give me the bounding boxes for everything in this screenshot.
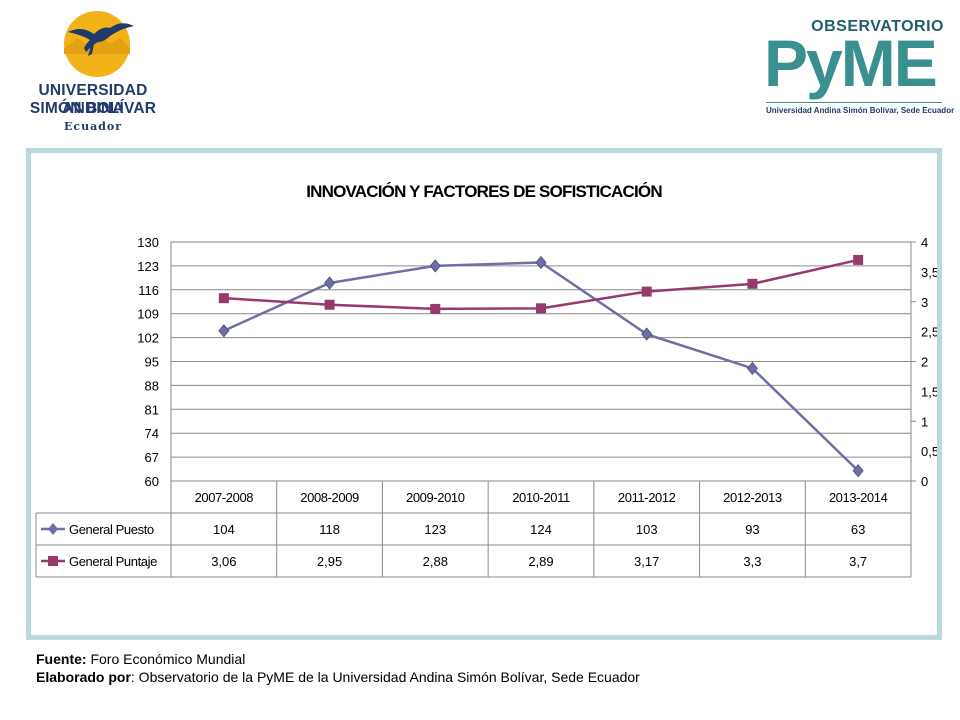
data-table-value: 2,95 [317, 554, 342, 569]
data-point-square [747, 278, 758, 289]
data-point-square [853, 254, 864, 265]
uasb-name-line2: SIMÓN BOLÍVAR [29, 100, 157, 117]
legend-marker-diamond [48, 523, 58, 535]
data-point-diamond [852, 464, 864, 478]
x-tick-label: 2013-2014 [829, 490, 888, 505]
data-point-diamond [535, 255, 547, 270]
data-table-value: 2,88 [423, 554, 448, 569]
x-tick-label: 2010-2011 [512, 490, 570, 505]
x-tick-label: 2011-2012 [618, 490, 676, 505]
legend-marker-square [48, 556, 58, 566]
y-right-tick-label: 3 [921, 295, 928, 310]
uasb-name-line1: UNIVERSIDAD ANDINA [38, 82, 148, 117]
data-point-diamond [324, 276, 336, 290]
data-table-value: 118 [319, 522, 340, 537]
innovation-chart: INNOVACIÓN Y FACTORES DE SOFISTICACIÓN 60… [35, 182, 937, 578]
y-left-tick-label: 60 [145, 474, 159, 489]
uasb-logo: UNIVERSIDAD ANDINA SIMÓN BOLÍVAR Ecuador [8, 8, 178, 133]
legend-label: General Puntaje [69, 554, 157, 569]
source-line: Fuente: Foro Económico Mundial [36, 650, 640, 668]
data-point-square [218, 293, 229, 304]
data-point-square [536, 303, 546, 314]
y-right-tick-label: 0 [921, 474, 928, 489]
y-right-tick-label: 2 [921, 355, 928, 370]
data-table-value: 3,06 [211, 554, 236, 569]
data-table-value: 63 [851, 522, 865, 537]
series-line-1 [223, 261, 860, 472]
data-point-square [324, 299, 335, 310]
y-left-tick-label: 109 [137, 307, 159, 322]
data-point-diamond [746, 361, 758, 375]
chart-title: INNOVACIÓN Y FACTORES DE SOFISTICACIÓN [306, 182, 662, 201]
y-left-tick-label: 74 [145, 426, 159, 441]
x-tick-label: 2012-2013 [723, 490, 782, 505]
data-table-value: 93 [745, 522, 759, 537]
y-left-tick-label: 81 [145, 402, 159, 417]
y-left-tick-label: 95 [145, 355, 159, 370]
footer: Fuente: Foro Económico Mundial Elaborado… [36, 650, 640, 686]
uasb-location: Ecuador [63, 120, 123, 133]
y-right-tick-label: 4 [921, 235, 928, 250]
y-right-tick-label: 0,5 [921, 444, 937, 459]
data-point-square [641, 286, 652, 297]
y-left-tick-label: 130 [137, 235, 159, 250]
data-table-value: 2,89 [528, 554, 553, 569]
author-label: Elaborado por [36, 669, 131, 685]
y-left-tick-label: 123 [137, 259, 159, 274]
chart-frame: INNOVACIÓN Y FACTORES DE SOFISTICACIÓN 60… [26, 148, 942, 640]
pyme-logo-rule [766, 102, 942, 103]
data-point-diamond [641, 327, 653, 341]
source-text: Foro Económico Mundial [86, 651, 246, 667]
y-right-tick-label: 2,5 [921, 325, 937, 340]
legend-label: General Puesto [69, 522, 154, 537]
data-table-value: 123 [424, 522, 446, 537]
y-left-tick-label: 88 [145, 378, 159, 393]
pyme-logo-subtitle: Universidad Andina Simón Bolívar, Sede E… [766, 106, 955, 115]
x-tick-label: 2007-2008 [195, 490, 254, 505]
pyme-logo-top: OBSERVATORIO [811, 18, 944, 35]
data-point-diamond [429, 259, 441, 273]
pyme-logo-main: PyME [764, 26, 938, 100]
y-right-tick-label: 3,5 [921, 265, 937, 280]
data-table-value: 103 [636, 522, 658, 537]
x-tick-label: 2009-2010 [406, 490, 465, 505]
data-table-value: 104 [213, 522, 235, 537]
y-right-tick-label: 1 [921, 414, 928, 429]
data-table-value: 124 [530, 522, 552, 537]
author-text: : Observatorio de la PyME de la Universi… [130, 669, 640, 685]
author-line: Elaborado por: Observatorio de la PyME d… [36, 668, 640, 686]
x-tick-label: 2008-2009 [300, 490, 359, 505]
data-point-diamond [218, 324, 230, 338]
data-table-value: 3,3 [743, 554, 761, 569]
observatorio-pyme-logo: OBSERVATORIO PyME Universidad Andina Sim… [764, 18, 954, 118]
data-point-square [430, 303, 441, 314]
y-left-tick-label: 102 [137, 331, 159, 346]
y-left-tick-label: 116 [138, 283, 159, 298]
data-table-value: 3,7 [849, 554, 867, 569]
data-table-value: 3,17 [634, 554, 659, 569]
y-left-tick-label: 67 [145, 450, 159, 465]
condor-emblem-icon [64, 11, 134, 77]
y-right-tick-label: 1,5 [921, 384, 937, 399]
source-label: Fuente: [36, 651, 87, 667]
